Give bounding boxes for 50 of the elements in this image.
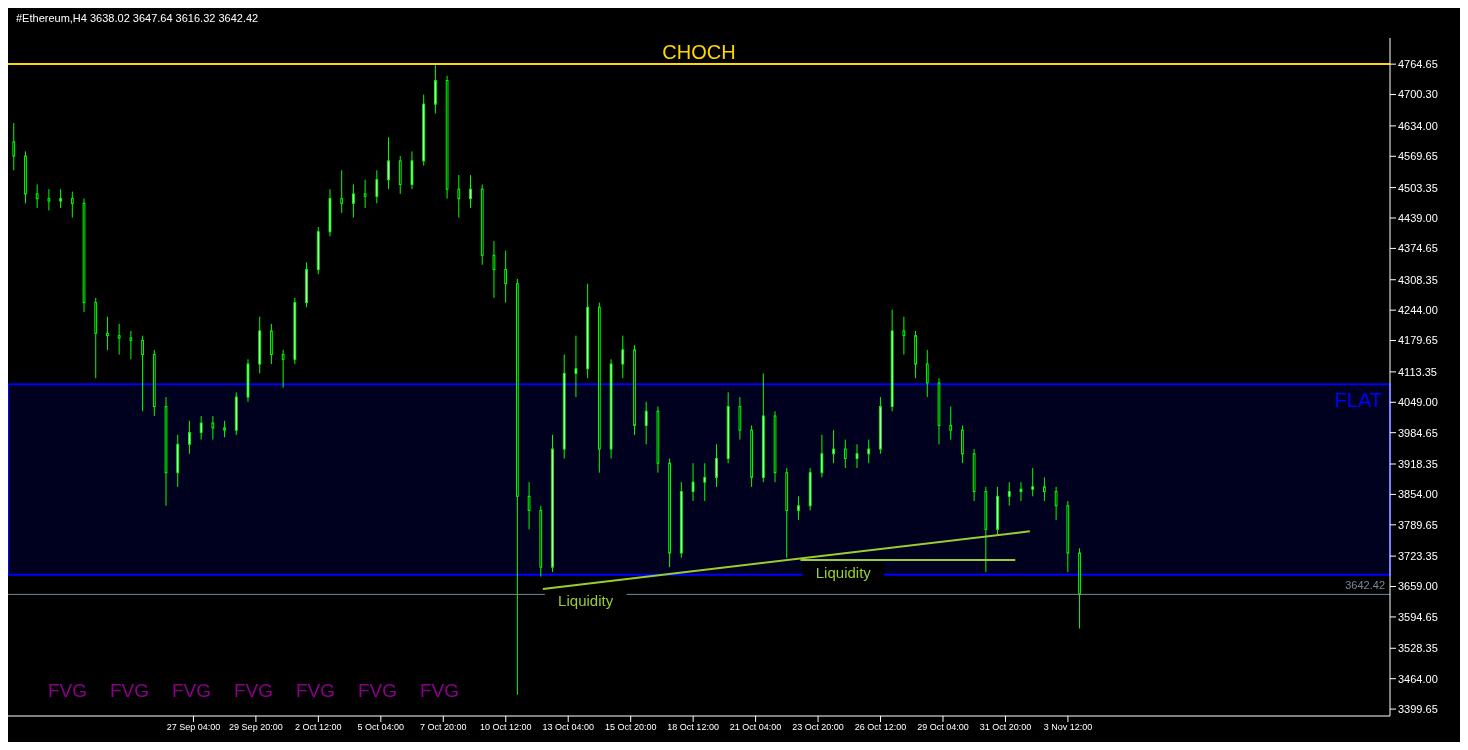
y-tick-label: 3984.65 bbox=[1398, 426, 1438, 439]
y-tick-label: 4569.65 bbox=[1398, 150, 1438, 163]
series-label: Liquidity bbox=[815, 563, 872, 581]
x-tick-label: 13 Oct 04:00 bbox=[542, 722, 594, 733]
y-tick-label: 4503.35 bbox=[1398, 181, 1438, 194]
x-tick-label: 3 Nov 12:00 bbox=[1043, 722, 1093, 733]
x-tick-label: 29 Sep 20:00 bbox=[229, 722, 283, 733]
y-tick-label: 4308.35 bbox=[1398, 273, 1438, 286]
series-label: Liquidity bbox=[558, 592, 614, 610]
y-tick-label: 4439.00 bbox=[1398, 211, 1438, 224]
y-tick-label: 4634.00 bbox=[1398, 119, 1438, 132]
annotation: FVG bbox=[234, 680, 274, 702]
x-tick-label: 15 Oct 20:00 bbox=[604, 722, 657, 733]
y-tick-label: 3594.65 bbox=[1398, 610, 1438, 623]
x-tick-label: 27 Sep 04:00 bbox=[166, 722, 221, 733]
y-tick-label: 4049.00 bbox=[1398, 396, 1438, 409]
y-tick-label: 4700.30 bbox=[1398, 88, 1438, 101]
y-tick-label: 4374.65 bbox=[1398, 242, 1438, 255]
y-tick-label: 3464.00 bbox=[1398, 672, 1438, 685]
x-tick-label: 23 Oct 20:00 bbox=[792, 722, 844, 733]
x-tick-label: 2 Oct 12:00 bbox=[295, 722, 342, 733]
y-tick-label: 4179.65 bbox=[1398, 334, 1438, 347]
x-tick-label: 5 Oct 04:00 bbox=[357, 722, 405, 733]
y-tick-label: 3918.35 bbox=[1398, 457, 1438, 470]
y-tick-label: 3399.65 bbox=[1398, 702, 1438, 715]
x-tick-label: 21 Oct 04:00 bbox=[729, 722, 782, 733]
y-tick-label: 3528.35 bbox=[1398, 642, 1438, 655]
band-label: FLAT bbox=[1334, 388, 1382, 411]
x-tick-label: 10 Oct 12:00 bbox=[479, 722, 532, 733]
annotation: FVG bbox=[48, 680, 88, 702]
chart-title: #Ethereum,H4 3638.02 3647.64 3616.32 3642.42 bbox=[16, 12, 259, 24]
ref-line-label: CHOCH bbox=[662, 40, 736, 63]
annotation: FVG bbox=[110, 680, 150, 702]
x-tick-label: 7 Oct 20:00 bbox=[420, 722, 467, 733]
y-tick-label: 3723.35 bbox=[1398, 550, 1438, 563]
x-tick-label: 29 Oct 04:00 bbox=[917, 722, 969, 733]
y-tick-label: 4244.00 bbox=[1398, 304, 1438, 317]
annotation: FVG bbox=[296, 680, 336, 702]
y-tick-label: 3854.00 bbox=[1398, 488, 1438, 501]
annotation: FVG bbox=[358, 680, 398, 702]
y-tick-label: 4113.35 bbox=[1398, 365, 1437, 378]
annotation: FVG bbox=[420, 680, 460, 702]
x-tick-label: 26 Oct 12:00 bbox=[854, 722, 907, 733]
x-tick-label: 31 Oct 20:00 bbox=[979, 722, 1032, 733]
y-tick-label: 3789.65 bbox=[1398, 518, 1438, 531]
x-tick-label: 18 Oct 12:00 bbox=[667, 722, 719, 733]
y-tick-label: 3659.00 bbox=[1398, 580, 1438, 593]
annotation: FVG bbox=[172, 680, 212, 702]
ref-line-label: 3642.42 bbox=[1345, 579, 1385, 592]
y-tick-label: 4764.65 bbox=[1398, 58, 1438, 71]
